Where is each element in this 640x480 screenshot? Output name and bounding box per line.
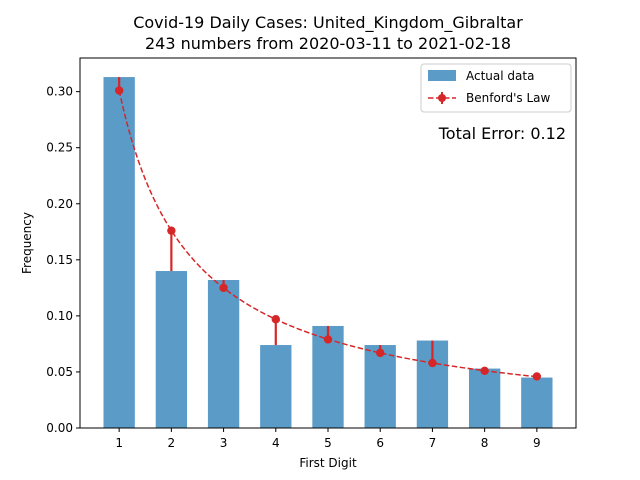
y-tick-label: 0.10	[46, 309, 73, 323]
legend-box	[420, 63, 572, 113]
y-tick-label: 0.20	[46, 197, 73, 211]
x-tick-label: 9	[533, 436, 541, 450]
bars-layer	[103, 77, 553, 428]
y-tick-label: 0.25	[46, 141, 73, 155]
bar-digit-3	[207, 280, 240, 428]
y-axis: 0.00 0.05 0.10 0.15 0.20 0.25 0.30	[46, 85, 80, 435]
legend-label-actual: Actual data	[466, 69, 534, 83]
legend-label-benford: Benford's Law	[466, 91, 551, 105]
bar-digit-4	[260, 345, 292, 428]
bar-digit-9	[521, 377, 553, 428]
x-tick-label: 6	[376, 436, 384, 450]
x-tick-label: 1	[115, 436, 123, 450]
chart-title-line2: 243 numbers from 2020-03-11 to 2021-02-1…	[145, 34, 511, 53]
legend-swatch-actual	[428, 70, 456, 81]
bar-digit-8	[468, 368, 501, 428]
y-tick-label: 0.15	[46, 253, 73, 267]
benford-marker-digit-2	[167, 226, 176, 235]
y-tick-label: 0.00	[46, 421, 73, 435]
bar-digit-2	[155, 271, 188, 428]
legend-swatch-benford-marker	[438, 94, 446, 102]
benford-marker-digit-5	[323, 335, 333, 344]
x-tick-label: 7	[429, 436, 437, 450]
legend: Actual data Benford's Law	[420, 63, 572, 113]
benford-marker-digit-9	[532, 372, 542, 381]
x-tick-label: 3	[220, 436, 228, 450]
benford-marker-digit-1	[114, 86, 124, 95]
x-axis: 1 2 3 4 5 6 7 8 9	[115, 428, 541, 450]
x-tick-label: 8	[481, 436, 489, 450]
markers-layer	[114, 86, 542, 381]
x-tick-label: 4	[272, 436, 280, 450]
benford-marker-digit-6	[376, 348, 385, 358]
bar-digit-6	[364, 345, 396, 428]
x-tick-label: 5	[324, 436, 332, 450]
y-axis-label: Frequency	[20, 212, 34, 274]
total-error-annotation: Total Error: 0.12	[438, 124, 566, 143]
benford-marker-digit-8	[480, 366, 489, 376]
chart-title-line1: Covid-19 Daily Cases: United_Kingdom_Gib…	[133, 13, 523, 33]
y-tick-label: 0.05	[46, 365, 73, 379]
x-tick-label: 2	[168, 436, 176, 450]
benford-marker-digit-4	[271, 315, 280, 324]
y-tick-label: 0.30	[46, 85, 73, 99]
bar-digit-1	[103, 77, 135, 428]
x-axis-label: First Digit	[299, 456, 357, 470]
benford-marker-digit-3	[219, 283, 228, 293]
benford-marker-digit-7	[428, 358, 437, 368]
